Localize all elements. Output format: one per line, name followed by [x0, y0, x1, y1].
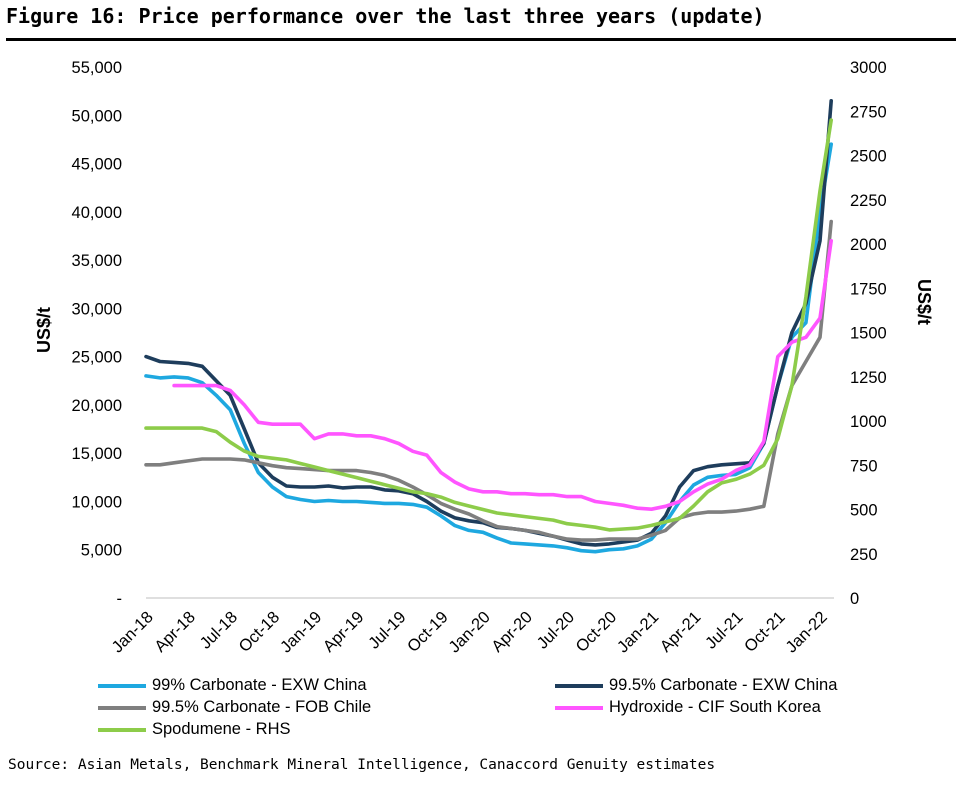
y-right-tick-label: 2750 [850, 103, 887, 121]
y-right-tick-label: 2500 [850, 148, 887, 166]
y-right-tick-label: 250 [850, 546, 878, 564]
title-rule [6, 38, 956, 41]
y-right-tick-label: 0 [850, 590, 859, 608]
x-tick-label: Jan-20 [445, 608, 493, 656]
y-left-tick-label: 35,000 [72, 252, 122, 270]
series-line-0 [144, 142, 833, 554]
legend-swatch [98, 705, 146, 710]
x-tick-label: Jul-19 [365, 608, 410, 653]
y-right-tick-label: 3000 [850, 59, 887, 77]
x-tick-label: Apr-18 [151, 608, 199, 656]
x-tick-label: Oct-19 [404, 608, 452, 656]
series-line-3 [172, 239, 833, 511]
y-left-tick-label: - [117, 590, 123, 608]
x-tick-label: Apr-21 [657, 608, 705, 656]
legend-swatch [555, 683, 603, 688]
source-note: Source: Asian Metals, Benchmark Mineral … [8, 757, 716, 773]
x-tick-label: Jan-21 [614, 608, 662, 656]
y-left-tick-label: 30,000 [72, 300, 122, 318]
series-line-2 [144, 219, 833, 542]
legend-item: 99.5% Carbonate - EXW China [555, 676, 837, 695]
x-tick-label: Jul-21 [702, 608, 747, 653]
legend-label: 99.5% Carbonate - FOB Chile [152, 698, 372, 716]
y-right-tick-label: 2250 [850, 192, 887, 210]
y-axis-label-left: US$/t [34, 307, 54, 353]
y-left-axis: 55,000 50,000 45,000 40,000 35,000 30,000 25,0… [72, 59, 122, 608]
y-right-tick-label: 1500 [850, 325, 887, 343]
x-tick-label: Jul-18 [197, 608, 242, 653]
y-right-tick-label: 1750 [850, 280, 887, 298]
x-tick-label: Oct-21 [741, 608, 789, 656]
y-right-tick-label: 750 [850, 457, 878, 475]
legend-swatch [98, 727, 146, 732]
y-axis-label-right: US$/t [914, 279, 934, 325]
legend-label: Hydroxide - CIF South Korea [609, 698, 821, 716]
legend-item: 99.5% Carbonate - FOB Chile [98, 698, 371, 717]
legend-item: 99% Carbonate - EXW China [98, 676, 367, 695]
y-right-tick-label: 1250 [850, 369, 887, 387]
series-line-4 [144, 118, 833, 532]
legend-label: 99.5% Carbonate - EXW China [609, 676, 838, 694]
y-right-tick-label: 1000 [850, 413, 887, 431]
x-tick-label: Jan-18 [108, 608, 156, 656]
series-line-1 [144, 99, 833, 547]
legend-label: 99% Carbonate - EXW China [152, 676, 367, 694]
series-group [144, 99, 833, 554]
x-tick-label: Apr-20 [488, 608, 536, 656]
y-right-axis: 3000275025002250200017501500125010007505… [850, 59, 887, 608]
x-tick-label: Jul-20 [534, 608, 579, 653]
legend-swatch [555, 705, 603, 710]
x-tick-label: Apr-19 [320, 608, 368, 656]
y-left-tick-label: 40,000 [72, 204, 122, 222]
y-left-tick-label: 25,000 [72, 349, 122, 367]
x-tick-label: Oct-20 [572, 608, 620, 656]
legend-label: Spodumene - RHS [152, 720, 291, 738]
y-right-tick-label: 2000 [850, 236, 887, 254]
y-left-tick-label: 5,000 [81, 542, 122, 560]
figure-title: Figure 16: Price performance over the la… [6, 4, 765, 28]
x-tick-label: Oct-18 [235, 608, 283, 656]
legend-item: Spodumene - RHS [98, 720, 291, 739]
x-axis: Jan-18Apr-18Jul-18Oct-18Jan-19Apr-19Jul-… [108, 597, 834, 657]
y-left-tick-label: 15,000 [72, 445, 122, 463]
y-left-tick-label: 20,000 [72, 397, 122, 415]
y-right-tick-label: 500 [850, 502, 878, 520]
x-tick-label: Jan-19 [277, 608, 325, 656]
x-tick-label: Jan-22 [782, 608, 830, 656]
y-left-tick-label: 50,000 [72, 107, 122, 125]
y-left-tick-label: 45,000 [72, 156, 122, 174]
y-left-tick-label: 10,000 [72, 493, 122, 511]
y-left-tick-label: 55,000 [72, 59, 122, 77]
legend-item: Hydroxide - CIF South Korea [555, 698, 821, 717]
legend-swatch [98, 683, 146, 688]
